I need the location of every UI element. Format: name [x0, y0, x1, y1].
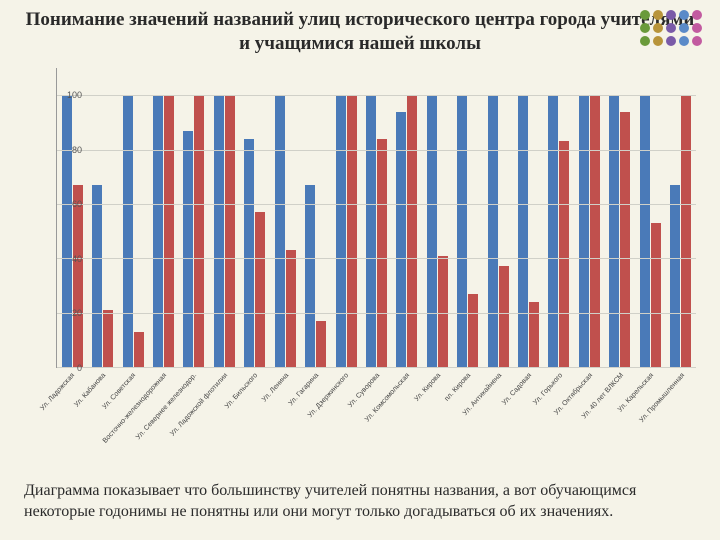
bar: [377, 139, 387, 367]
bar: [468, 294, 478, 367]
bar: [73, 185, 83, 367]
bar: [640, 95, 650, 367]
bar: [366, 95, 376, 367]
gridline: [57, 95, 696, 96]
bar: [457, 95, 467, 367]
plot-area: [56, 68, 696, 368]
bar-group: [148, 68, 178, 367]
bar-group: [392, 68, 422, 367]
bar: [255, 212, 265, 367]
bar: [103, 310, 113, 367]
bar: [275, 95, 285, 367]
bar: [651, 223, 661, 367]
page-title: Понимание значений названий улиц историч…: [0, 0, 720, 60]
bar: [488, 95, 498, 367]
gridline: [57, 258, 696, 259]
bar: [225, 95, 235, 367]
bar: [499, 266, 509, 367]
bar: [153, 95, 163, 367]
bar: [427, 95, 437, 367]
bar-group: [118, 68, 148, 367]
y-tick-label: 60: [72, 199, 82, 209]
bar-group: [270, 68, 300, 367]
chart: Ул. ЛадожскаяУл. КабановаУл. СоветскаяВо…: [28, 68, 698, 438]
bar-group: [179, 68, 209, 367]
x-axis-labels: Ул. ЛадожскаяУл. КабановаУл. СоветскаяВо…: [56, 370, 696, 440]
gridline: [57, 150, 696, 151]
bar: [579, 95, 589, 367]
bar-group: [665, 68, 695, 367]
y-tick-label: 20: [72, 308, 82, 318]
bar: [214, 95, 224, 367]
bar-group: [361, 68, 391, 367]
x-tick-label: Ул. Ладожская: [40, 372, 77, 412]
bar-group: [331, 68, 361, 367]
bar-group: [483, 68, 513, 367]
corner-dots: [640, 10, 702, 46]
bar-group: [513, 68, 543, 367]
bar: [92, 185, 102, 367]
bar-group: [87, 68, 117, 367]
bar: [548, 95, 558, 367]
bar: [123, 95, 133, 367]
gridline: [57, 204, 696, 205]
bar: [134, 332, 144, 367]
bar: [183, 131, 193, 367]
bar-group: [574, 68, 604, 367]
bar-group: [422, 68, 452, 367]
bar-group: [452, 68, 482, 367]
y-tick-label: 0: [77, 363, 82, 373]
bar: [590, 95, 600, 367]
gridline: [57, 313, 696, 314]
bar: [164, 95, 174, 367]
y-tick-label: 40: [72, 254, 82, 264]
bar: [670, 185, 680, 367]
bar: [518, 95, 528, 367]
bar: [609, 95, 619, 367]
bar-group: [300, 68, 330, 367]
caption: Диаграмма показывает что большинству учи…: [24, 481, 696, 522]
bar-group: [635, 68, 665, 367]
bar-group: [240, 68, 270, 367]
bar: [559, 141, 569, 367]
y-tick-label: 100: [67, 90, 82, 100]
bar: [681, 95, 691, 367]
bar: [286, 250, 296, 367]
bar: [336, 95, 346, 367]
bar: [529, 302, 539, 367]
gridline: [57, 367, 696, 368]
bar: [305, 185, 315, 367]
bar: [194, 95, 204, 367]
bar-group: [57, 68, 87, 367]
bar: [438, 256, 448, 367]
bar: [316, 321, 326, 367]
bar: [244, 139, 254, 367]
bar-group: [209, 68, 239, 367]
bar-group: [544, 68, 574, 367]
bar-groups: [57, 68, 696, 367]
bar: [407, 95, 417, 367]
bar: [62, 95, 72, 367]
y-tick-label: 80: [72, 145, 82, 155]
bar-group: [605, 68, 635, 367]
bar: [347, 95, 357, 367]
